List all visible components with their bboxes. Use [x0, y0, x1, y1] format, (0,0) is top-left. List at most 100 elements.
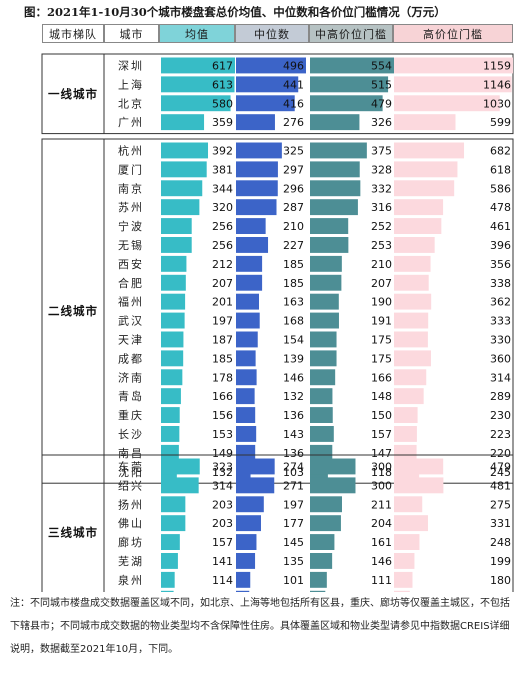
bar-high [394, 218, 442, 234]
city-label: 西安 [118, 257, 144, 271]
value-label-median: 185 [283, 277, 304, 290]
value-label-high: 362 [490, 296, 511, 309]
bar-mid-high [310, 331, 337, 348]
header-high: 高价位门槛 [393, 24, 513, 43]
bar-median [236, 444, 256, 461]
value-label-mid-high: 326 [371, 116, 392, 129]
bar-median [236, 114, 275, 131]
bar-mid-high [310, 590, 326, 592]
bar-high [394, 534, 420, 550]
bar-high [394, 444, 417, 461]
value-label-mean: 392 [212, 144, 233, 157]
bar-median [236, 95, 295, 112]
bar-high [394, 496, 423, 513]
bar-mean [161, 515, 186, 532]
value-label-median: 177 [283, 517, 304, 530]
value-label-mid-high: 147 [371, 447, 392, 460]
value-label-high: 478 [490, 201, 511, 214]
city-label: 长沙 [118, 428, 144, 441]
bar-high [394, 407, 418, 423]
value-label-high: 199 [490, 555, 511, 568]
bar-mid-high [310, 407, 333, 423]
chart-area: 一线城市 深圳 617 496 554 1159 上海 613 441 515 1146 北京 580 4… [41, 53, 514, 592]
value-label-high: 479 [490, 460, 511, 473]
value-label-median: 297 [283, 163, 304, 176]
bar-mean [161, 407, 180, 423]
bar-high [394, 274, 429, 291]
bar-high [394, 255, 431, 272]
value-label-high: 220 [490, 447, 511, 460]
bar-mean [161, 331, 184, 348]
value-label-median: 154 [283, 333, 304, 346]
bar-high [394, 180, 455, 197]
bar-high [394, 369, 427, 386]
value-label-mean: 320 [212, 201, 233, 214]
bar-mid-high [310, 76, 389, 93]
bar-high [394, 312, 429, 329]
bar-median [236, 161, 278, 178]
value-label-mid-high: 316 [371, 201, 392, 214]
bar-mean [161, 180, 203, 197]
value-label-mean: 178 [212, 371, 233, 384]
bar-mid-high [310, 350, 337, 367]
group-box [41, 53, 514, 135]
value-label-high: 314 [490, 371, 511, 384]
bar-high [394, 515, 428, 532]
bar-high [394, 388, 424, 405]
value-label-mean: 185 [212, 352, 233, 365]
bar-high [394, 458, 444, 475]
city-label: 芜湖 [118, 554, 144, 568]
bar-mid-high [310, 496, 342, 513]
bar-median [236, 534, 257, 550]
bar-high [394, 114, 456, 131]
bar-mid-high [310, 515, 341, 532]
value-label-mid-high: 175 [371, 352, 392, 365]
bar-median [236, 293, 260, 310]
city-label: 宁波 [118, 219, 144, 233]
bar-median [236, 571, 251, 588]
bar-mean [161, 218, 192, 234]
value-label-mid-high: 111 [371, 574, 392, 587]
bar-mean [161, 255, 187, 272]
value-label-median: 132 [283, 390, 304, 403]
city-label: 沈阳 [118, 465, 144, 479]
bar-mean [161, 553, 178, 569]
value-label-median: 296 [283, 182, 304, 195]
bar-high [394, 199, 444, 216]
value-label-median: 136 [283, 447, 304, 460]
value-label-mean: 203 [212, 517, 233, 530]
header-tier: 城市梯队 [42, 24, 104, 43]
value-label-median: 185 [283, 258, 304, 271]
value-label-mid-high: 300 [371, 479, 392, 492]
value-label-mean: 212 [212, 258, 233, 271]
value-label-mid-high: 150 [371, 409, 392, 422]
value-label-median: 276 [283, 116, 304, 129]
bar-mean [161, 76, 235, 93]
city-label: 天津 [118, 333, 144, 346]
value-label-mid-high: 328 [371, 163, 392, 176]
value-label-high: 289 [490, 390, 511, 403]
value-label-median: 101 [283, 574, 304, 587]
bar-high [394, 161, 458, 178]
bar-mean [161, 444, 179, 461]
bar-mean [161, 114, 205, 131]
value-label-mean: 166 [212, 390, 233, 403]
value-label-mid-high: 253 [371, 239, 392, 252]
bar-mean [161, 388, 181, 405]
bar-high [394, 571, 413, 588]
value-label-median: 136 [283, 409, 304, 422]
bar-median [236, 274, 263, 291]
bar-mid-high [310, 426, 334, 442]
bar-median [236, 477, 275, 494]
bar-mid-high [310, 274, 342, 291]
value-label-mid-high: 210 [371, 258, 392, 271]
value-label-mid-high: 146 [371, 555, 392, 568]
value-label-mean: 381 [212, 163, 233, 176]
bar-mid-high [310, 553, 333, 569]
bar-mean [161, 237, 192, 253]
city-label: 成都 [118, 352, 144, 365]
city-label: 福州 [118, 295, 144, 309]
city-label: 泉州 [118, 573, 144, 587]
bar-median [236, 458, 275, 475]
value-label-median: 197 [283, 498, 304, 511]
